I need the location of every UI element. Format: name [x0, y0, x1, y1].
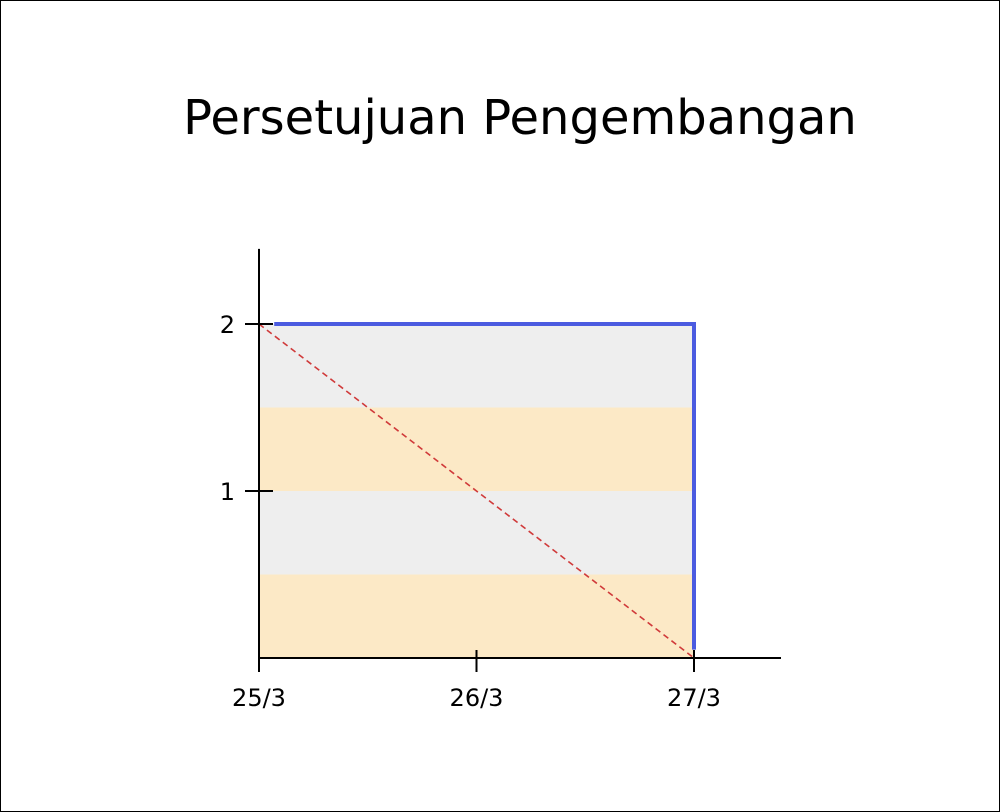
background-band-1 — [259, 491, 694, 575]
background-band-0 — [259, 574, 694, 658]
axes: 25/3 26/3 27/3 1 2 — [220, 248, 781, 712]
x-tick-label-0: 25/3 — [232, 684, 286, 712]
y-tick-label-0: 1 — [220, 478, 235, 506]
background-band-2 — [259, 407, 694, 491]
ideal-line — [258, 323, 695, 659]
y-tick-label-1: 2 — [220, 311, 235, 339]
background-band-3 — [259, 324, 694, 408]
background-bands — [259, 324, 694, 658]
actual-line — [274, 322, 696, 650]
x-tick-label-1: 26/3 — [450, 684, 504, 712]
chart-title: Persetujuan Pengembangan — [183, 90, 857, 146]
series-layer — [258, 322, 696, 659]
x-tick-label-2: 27/3 — [667, 684, 721, 712]
